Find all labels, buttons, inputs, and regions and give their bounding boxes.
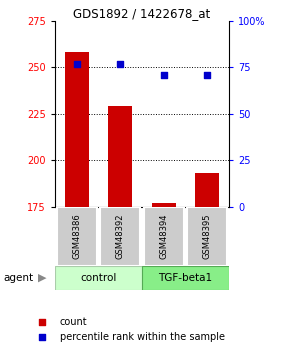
Point: [205, 72, 210, 78]
Point: [39, 335, 44, 340]
Text: GSM48392: GSM48392: [116, 214, 125, 259]
Bar: [108, 106, 132, 207]
Bar: [144, 207, 184, 266]
Bar: [65, 52, 89, 207]
Text: GSM48394: GSM48394: [159, 214, 168, 259]
Text: control: control: [80, 273, 117, 283]
Point: [39, 319, 44, 324]
Bar: [187, 207, 227, 266]
Bar: [195, 174, 219, 207]
Bar: [142, 266, 229, 290]
Title: GDS1892 / 1422678_at: GDS1892 / 1422678_at: [73, 7, 211, 20]
Text: GSM48386: GSM48386: [72, 214, 81, 259]
Point: [162, 72, 166, 78]
Text: agent: agent: [3, 273, 33, 283]
Bar: [100, 207, 140, 266]
Point: [118, 61, 123, 66]
Bar: [57, 207, 97, 266]
Bar: [152, 203, 176, 207]
Text: GSM48395: GSM48395: [203, 214, 212, 259]
Text: ▶: ▶: [38, 273, 46, 283]
Bar: [55, 266, 142, 290]
Text: percentile rank within the sample: percentile rank within the sample: [60, 332, 225, 342]
Text: count: count: [60, 317, 87, 327]
Text: TGF-beta1: TGF-beta1: [159, 273, 213, 283]
Point: [75, 61, 79, 66]
